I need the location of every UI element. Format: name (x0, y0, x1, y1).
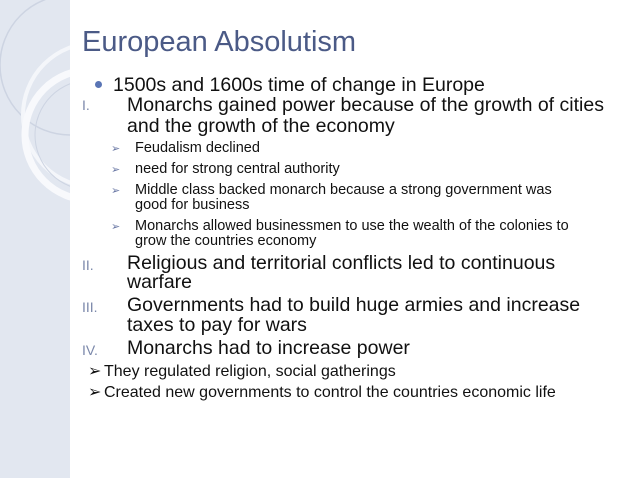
bullet-dot-icon (95, 81, 102, 88)
point-2-line-2: warfare (127, 271, 193, 293)
decorative-sidebar (0, 0, 70, 478)
circle-decoration-icon (0, 0, 70, 201)
point-1-line-2: and the growth of the economy (127, 115, 395, 137)
numeral-3: III. (82, 299, 98, 315)
arrow-bullet-icon: ➢ (111, 143, 121, 155)
intro-bullet: 1500s and 1600s time of change in Europe (113, 74, 485, 96)
numeral-4: IV. (82, 342, 98, 358)
numeral-2: II. (82, 257, 94, 273)
arrow-bullet-icon: ➢ (111, 185, 121, 197)
arrow-bullet-icon: ➢ (88, 363, 102, 380)
arrow-bullet-icon: ➢ (111, 164, 121, 176)
arrow-bullet-icon: ➢ (111, 221, 121, 233)
arrow-bullet-icon: ➢ (88, 384, 102, 401)
point-3-line-1: Governments had to build huge armies and… (127, 294, 581, 316)
sub-point-4-line-2: grow the countries economy (135, 233, 317, 249)
sub-point-iv-1: They regulated religion, social gatherin… (104, 363, 396, 380)
sub-point-2: need for strong central authority (135, 161, 340, 177)
sub-point-3-line-1: Middle class backed monarch because a st… (135, 182, 552, 198)
point-2-line-1: Religious and territorial conflicts led … (127, 252, 556, 274)
sub-point-1: Feudalism declined (135, 140, 260, 156)
slide-title: European Absolutism (82, 26, 357, 58)
numeral-1: I. (82, 97, 90, 113)
point-3-line-2: taxes to pay for wars (127, 314, 307, 336)
sub-point-iv-2: Created new governments to control the c… (104, 384, 556, 401)
point-1-line-1: Monarchs gained power because of the gro… (127, 94, 604, 116)
point-4-line-1: Monarchs had to increase power (127, 337, 410, 359)
sub-point-4-line-1: Monarchs allowed businessmen to use the … (135, 218, 569, 234)
sub-point-3-line-2: good for business (135, 197, 250, 213)
